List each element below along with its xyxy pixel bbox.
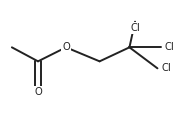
Text: Cl: Cl [165,42,175,52]
Text: O: O [62,42,70,52]
Text: Cl: Cl [161,63,171,73]
Text: Cl: Cl [130,23,140,33]
Text: O: O [34,87,42,97]
